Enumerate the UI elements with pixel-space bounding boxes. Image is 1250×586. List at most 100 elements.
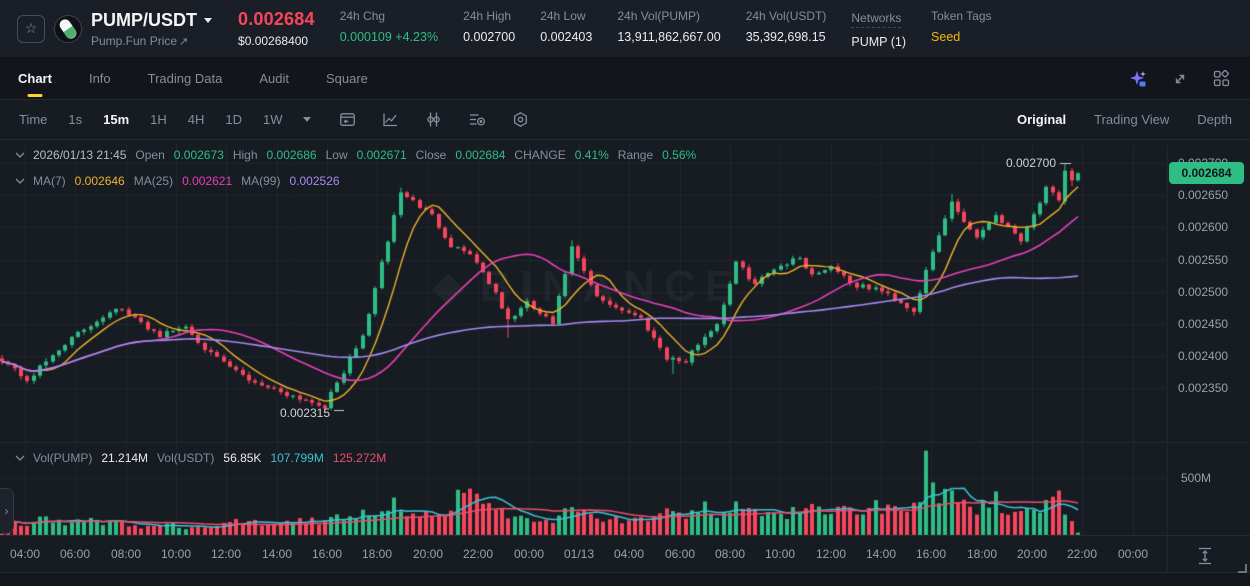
timeframe-1h[interactable]: 1H: [150, 112, 167, 127]
price-axis[interactable]: 0.0027000.0026500.0026000.0025500.002500…: [1167, 140, 1250, 573]
candlestick-chart-canvas[interactable]: [0, 140, 1250, 586]
legend-label: Low: [325, 148, 348, 162]
time-axis-label: 06:00: [664, 547, 696, 561]
tab-actions: [1129, 57, 1230, 100]
price-axis-label: 0.002500: [1178, 285, 1229, 299]
compare-icon[interactable]: [425, 111, 442, 128]
stat-24h-low: 24h Low 0.002403: [540, 8, 593, 44]
time-axis-label: 10:00: [764, 547, 796, 561]
legend-label: Vol(PUMP): [33, 451, 93, 465]
price-block: 0.002684 $0.00268400: [238, 9, 315, 48]
legend-value: 21.214M: [101, 451, 149, 465]
collapse-chevron-icon[interactable]: [15, 152, 25, 158]
price-axis-label: 0.002550: [1178, 253, 1229, 267]
indicators-icon[interactable]: [468, 111, 486, 128]
time-axis-label: 22:00: [462, 547, 494, 561]
view-trading-view[interactable]: Trading View: [1094, 112, 1170, 127]
timeframe-4h[interactable]: 4H: [187, 112, 205, 127]
chevron-down-icon: [204, 17, 213, 23]
ma-legend: MA(7) 0.002646 MA(25) 0.002621 MA(99) 0.00252…: [15, 174, 340, 188]
view-depth[interactable]: Depth: [1197, 112, 1232, 127]
stat-24h-vol-quote: 24h Vol(USDT) 35,392,698.15: [745, 8, 827, 44]
stat-24h-vol-base: 24h Vol(PUMP) 13,911,862,667.00: [617, 8, 721, 44]
time-axis-label: 18:00: [966, 547, 998, 561]
last-price-badge: 0.002684: [1169, 162, 1244, 184]
time-axis-label: 14:00: [261, 547, 293, 561]
time-label: Time: [19, 112, 48, 127]
collapse-chevron-icon[interactable]: [15, 455, 25, 461]
time-axis-label: 08:00: [714, 547, 746, 561]
price-axis-label: 0.002350: [1178, 381, 1229, 395]
timeframe-1w[interactable]: 1W: [263, 112, 283, 127]
stat-24h-high: 24h High 0.002700: [463, 8, 516, 44]
last-price-usd: $0.00268400: [238, 34, 309, 48]
symbol-sub-link[interactable]: Pump.Fun Price ↗: [91, 33, 189, 48]
time-axis-label: 16:00: [311, 547, 343, 561]
chart-toolbar: Time 1s 15m 1H 4H 1D 1W: [0, 100, 1250, 140]
volume-values: Vol(PUMP) 21.214M Vol(USDT) 56.85K 107.799M 1…: [33, 451, 386, 465]
legend-label: MA(7): [33, 174, 66, 188]
layout-grid-icon[interactable]: [1213, 70, 1230, 87]
tab-info[interactable]: Info: [88, 70, 111, 86]
time-axis[interactable]: 04:00 06:00 08:00 10:00 12:00 14:00 16:00 18:00…: [0, 535, 1250, 573]
auto-scale-icon[interactable]: [1196, 546, 1214, 566]
legend-value: 0.56%: [662, 148, 697, 162]
time-axis-label: 10:00: [160, 547, 192, 561]
legend-value: 0.002686: [266, 148, 317, 162]
timeframe-1d[interactable]: 1D: [225, 112, 243, 127]
symbol-name: PUMP/USDT: [91, 9, 198, 30]
high-price-annotation: 0.002700: [1005, 156, 1056, 170]
legend-value: 0.002526: [289, 174, 340, 188]
legend-label: Range: [617, 148, 654, 162]
tab-square[interactable]: Square: [325, 70, 368, 86]
candle-datetime: 2026/01/13 21:45: [33, 148, 127, 162]
chart-view-switch: Original Trading View Depth: [1017, 112, 1232, 127]
tab-audit[interactable]: Audit: [259, 70, 289, 86]
favorite-button[interactable]: ☆: [17, 14, 45, 43]
token-tag-seed[interactable]: Seed: [931, 29, 961, 44]
time-axis-label: 20:00: [1016, 547, 1048, 561]
chart-style-icon[interactable]: [382, 111, 399, 128]
collapse-chevron-icon[interactable]: [15, 178, 25, 184]
panel-expand-handle[interactable]: ›: [0, 488, 14, 534]
legend-value: 0.002671: [356, 148, 407, 162]
ohlc-values: Open 0.002673 High 0.002686 Low 0.002671 Close…: [135, 148, 696, 162]
ai-sparkle-icon[interactable]: [1129, 70, 1147, 88]
legend-value: 0.002621: [182, 174, 233, 188]
stat-networks[interactable]: Networks PUMP (1): [851, 10, 907, 49]
timeframe-dropdown-icon[interactable]: [302, 117, 311, 122]
last-price: 0.002684: [238, 9, 315, 29]
time-axis-label: 06:00: [59, 547, 91, 561]
legend-label: Open: [135, 148, 165, 162]
legend-value: 56.85K: [223, 451, 262, 465]
symbol-selector[interactable]: PUMP/USDT: [91, 9, 213, 31]
legend-value: 0.002646: [74, 174, 125, 188]
time-axis-label: 08:00: [110, 547, 142, 561]
price-axis-label: 0.002450: [1178, 317, 1229, 331]
tab-trading-data[interactable]: Trading Data: [147, 70, 223, 86]
time-axis-label: 12:00: [815, 547, 847, 561]
legend-label: High: [232, 148, 258, 162]
toolbar-icons: [339, 111, 529, 128]
view-original[interactable]: Original: [1017, 112, 1067, 127]
interval-settings-icon[interactable]: [339, 111, 356, 128]
stat-24h-chg: 24h Chg 0.000109 +4.23%: [339, 8, 439, 44]
ma-values: MA(7) 0.002646 MA(25) 0.002621 MA(99) 0.00252…: [33, 174, 340, 188]
header-stats: 24h Chg 0.000109 +4.23% 24h High 0.00270…: [340, 9, 992, 49]
tab-chart[interactable]: Chart: [18, 70, 52, 86]
legend-value: 0.002673: [173, 148, 224, 162]
legend-label: Close: [415, 148, 447, 162]
resize-corner-handle[interactable]: [1238, 564, 1247, 573]
time-axis-label: 01/13: [563, 547, 595, 561]
time-axis-label: 04:00: [613, 547, 645, 561]
low-price-annotation: 0.002315: [279, 406, 330, 420]
external-link-icon: ↗: [179, 35, 189, 48]
timeframe-15m[interactable]: 15m: [103, 112, 130, 127]
time-axis-label: 00:00: [513, 547, 545, 561]
time-axis-label: 16:00: [915, 547, 947, 561]
chart-settings-icon[interactable]: [512, 111, 529, 128]
fullscreen-icon[interactable]: [1172, 71, 1188, 87]
header: ☆ PUMP/USDT Pump.Fun Price ↗ 0.002684 $0.…: [0, 0, 1250, 57]
timeframe-1s[interactable]: 1s: [68, 112, 83, 127]
star-icon: ☆: [24, 20, 38, 36]
